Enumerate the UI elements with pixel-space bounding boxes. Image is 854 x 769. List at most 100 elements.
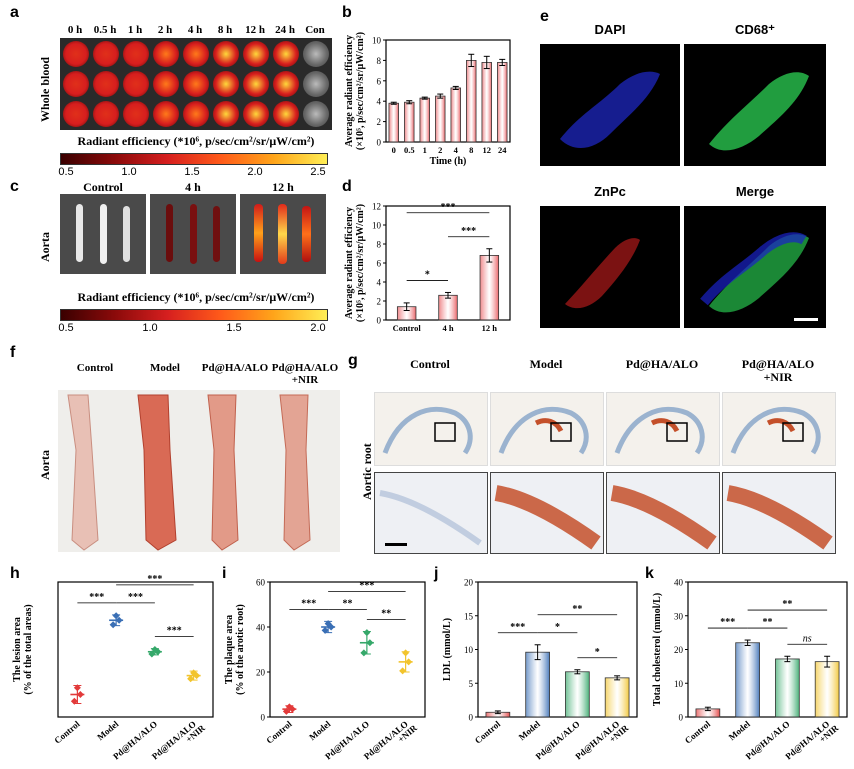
time-label: 2 h — [157, 24, 173, 36]
data-point — [360, 649, 368, 657]
well — [153, 101, 179, 127]
aorta-white-2 — [100, 204, 107, 264]
well — [303, 41, 329, 67]
panel-e-image-znpc — [540, 206, 680, 328]
bar — [404, 101, 415, 143]
zoom-drawing — [726, 485, 833, 550]
panel-letter-e: e — [540, 8, 549, 25]
aorta-bright-3 — [302, 206, 311, 262]
panel-e-image-dapi — [540, 44, 680, 166]
y-axis-label-2: (×10⁵, p/sec/cm²/sr/μW/cm²) — [355, 204, 366, 322]
well — [213, 41, 239, 67]
time-label: 12 h — [245, 24, 265, 36]
data-point — [405, 658, 413, 666]
well — [303, 101, 329, 127]
bar — [388, 102, 399, 143]
colorbar-tick: 0.5 — [58, 166, 74, 178]
well — [213, 71, 239, 97]
bar — [525, 651, 550, 718]
time-label: 8 h — [217, 24, 233, 36]
panel-g-side-label: Aortic root — [360, 443, 374, 500]
group-label: Pd@HA/ALO — [625, 357, 699, 371]
y-axis-label-2: (×10⁵, p/sec/cm²/sr/μW/cm²) — [355, 32, 366, 150]
y-tick-label: 10 — [464, 645, 474, 655]
aorta-dim-2 — [190, 204, 197, 264]
section-overview — [374, 392, 488, 466]
panel-letter-b: b — [342, 4, 352, 21]
y-axis-label: Average radiant efficiency — [344, 35, 355, 147]
bar — [450, 87, 461, 143]
well — [93, 101, 119, 127]
panel-c-colorbar — [60, 309, 328, 321]
panel-letter-a: a — [10, 4, 19, 21]
y-axis-label: LDL (mmol/L) — [442, 618, 453, 681]
well — [63, 71, 89, 97]
tissue-wall — [382, 406, 473, 455]
tissue-wall — [498, 406, 589, 455]
group-label: Model — [529, 357, 563, 371]
aorta-bright-2 — [278, 204, 287, 264]
time-label: Con — [305, 24, 325, 36]
znpc-signal — [565, 238, 640, 309]
colorbar-tick: 1.0 — [142, 322, 158, 334]
x-tick-label: Control — [52, 719, 82, 746]
data-point — [154, 648, 162, 656]
bar — [497, 62, 508, 143]
well — [243, 71, 269, 97]
y-tick-label: 15 — [464, 611, 474, 621]
section-overview — [606, 392, 720, 466]
panel-letter-k: k — [645, 565, 654, 582]
panel-f-side-label: Aorta — [38, 450, 52, 480]
colorbar-tick: 1.0 — [121, 166, 137, 178]
data-point — [73, 684, 81, 692]
zoom-box — [782, 422, 804, 442]
panel-c-side-label: Aorta — [38, 232, 52, 262]
chart-k: 0 10 20 30 40 Total cholesterol (mmol/L) Contr… — [652, 578, 848, 761]
aorta-dim-3 — [213, 206, 220, 262]
data-point — [112, 612, 120, 620]
chart-i: 0 20 40 60 The plaque area (% of the arotic r… — [224, 578, 426, 761]
y-tick-label: 0 — [377, 316, 382, 326]
data-point — [187, 675, 195, 683]
zoom-plaque — [494, 485, 601, 550]
panel-c-image-control — [60, 194, 146, 274]
y-tick-label: 40 — [674, 578, 684, 588]
well — [63, 41, 89, 67]
zoom-box — [434, 422, 456, 442]
aorta-bright-1 — [254, 204, 263, 262]
sig-label: *** — [720, 617, 735, 628]
y-tick-label: 20 — [464, 578, 474, 588]
bar — [481, 62, 492, 143]
sig-label: ** — [782, 599, 792, 610]
panel-e-title-znpc: ZnPc — [594, 184, 626, 199]
x-tick-label: Control — [473, 719, 503, 746]
data-point — [402, 649, 410, 657]
bar — [419, 97, 430, 143]
x-tick-label: Model — [517, 719, 543, 743]
well — [123, 101, 149, 127]
well — [63, 101, 89, 127]
zoom-drawing — [610, 485, 717, 550]
y-tick-label: 0 — [377, 138, 382, 148]
y-tick-label: 8 — [377, 240, 382, 250]
zoom-plaque — [379, 490, 482, 546]
group-label: Pd@HA/ALO +NIR — [741, 357, 815, 384]
data-point — [70, 697, 78, 705]
y-axis-label: The lesion area — [12, 617, 23, 682]
y-tick-label: 10 — [372, 221, 382, 231]
sig-label: *** — [441, 202, 456, 213]
aorta-pd-nir — [279, 394, 311, 551]
well — [123, 41, 149, 67]
x-tick-label: 4 — [454, 145, 459, 155]
well — [93, 71, 119, 97]
x-tick-label: Model — [95, 719, 121, 743]
x-tick-label: Control — [264, 719, 294, 746]
tissue-wall — [614, 406, 705, 455]
bar — [466, 60, 477, 143]
time-label: 0 h — [67, 24, 83, 36]
x-tick-label: 0.5 — [404, 145, 415, 155]
panel-letter-j: j — [434, 565, 439, 582]
aorta-photos — [67, 394, 311, 551]
section-drawing — [498, 406, 589, 455]
